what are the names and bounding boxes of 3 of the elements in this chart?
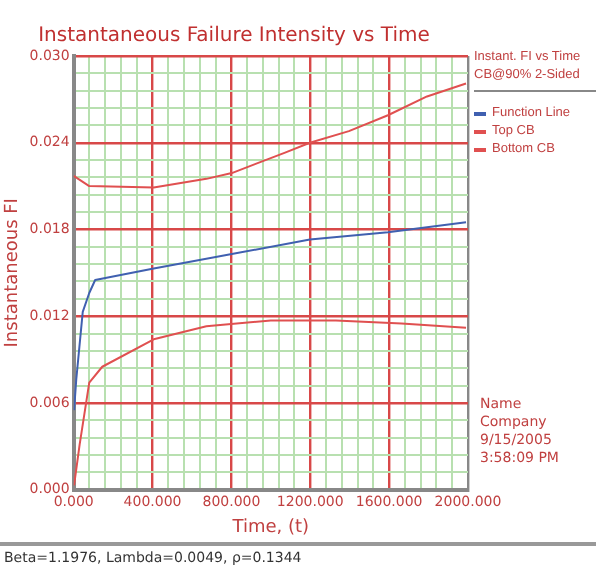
x-axis-title: Time, (t) bbox=[230, 517, 310, 538]
chart-title: Instantaneous Failure Intensity vs Time bbox=[38, 25, 430, 48]
y-axis-title: Instantaneous FI bbox=[3, 198, 24, 348]
